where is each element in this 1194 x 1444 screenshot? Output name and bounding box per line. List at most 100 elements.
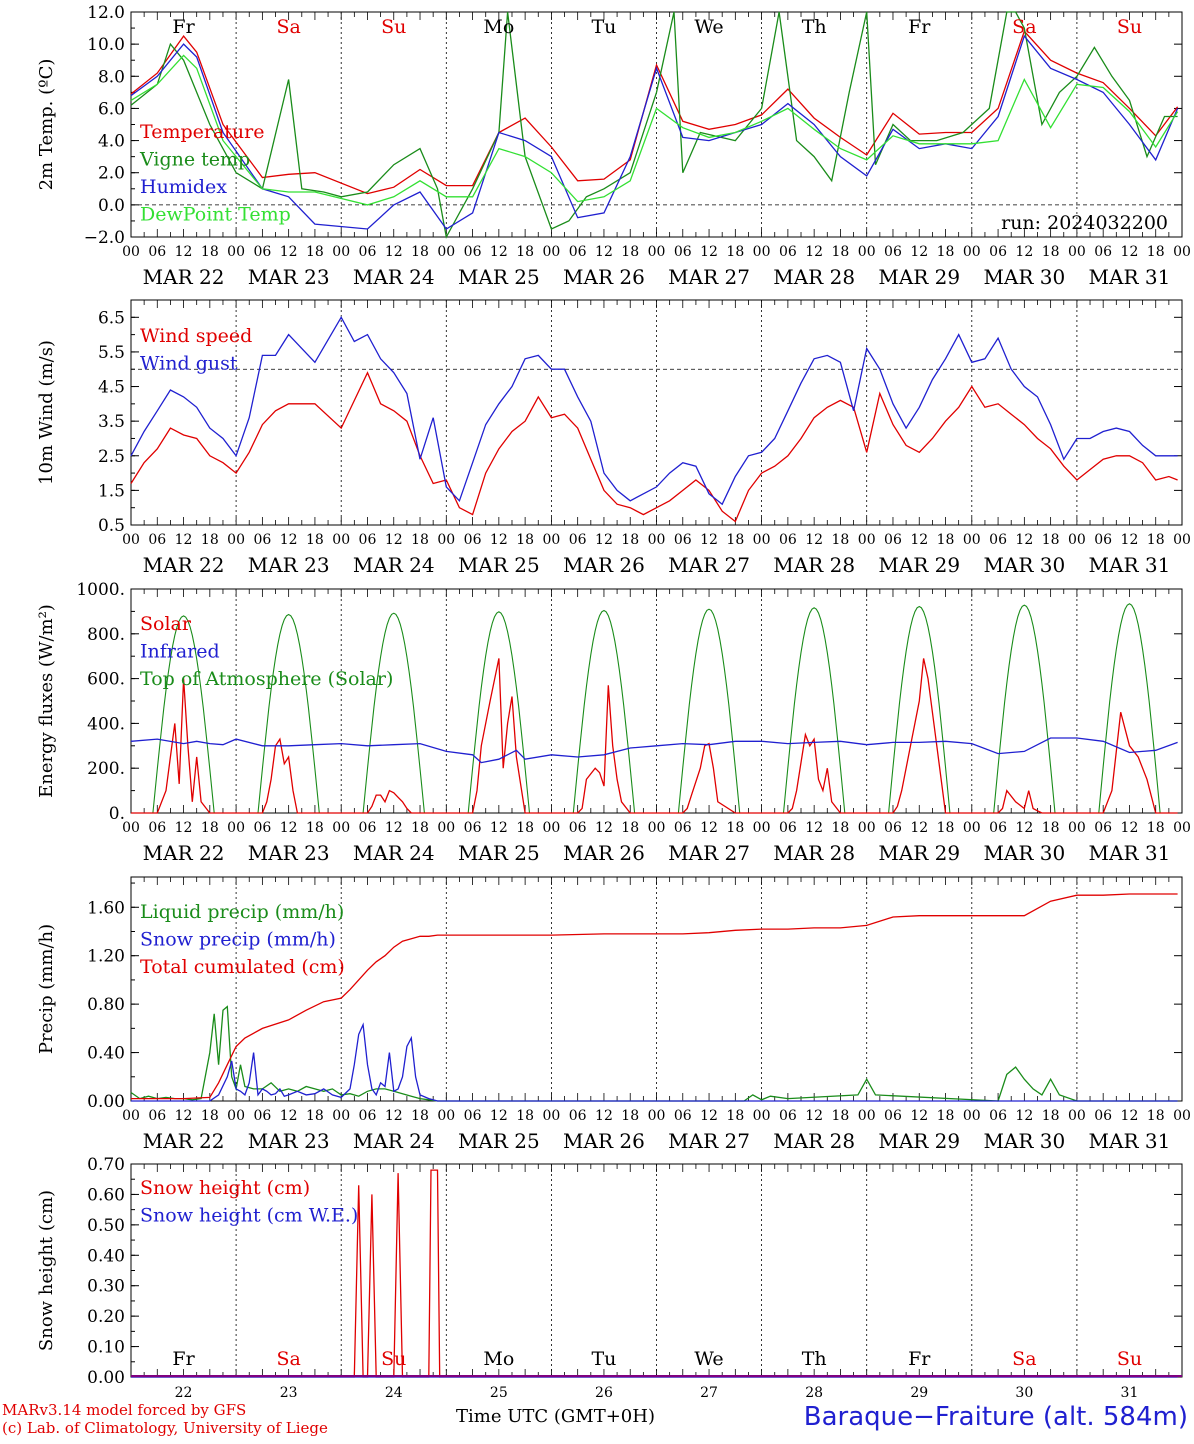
weekday-label: Sa [1012, 16, 1036, 38]
hour-tick-label: 12 [490, 820, 508, 836]
y-tick-label: 6.0 [98, 99, 125, 119]
series-line [131, 893, 1178, 1100]
date-label: MAR 23 [248, 265, 330, 289]
y-tick-label: 800. [87, 625, 125, 645]
hour-tick-label: 12 [1015, 820, 1033, 836]
hour-tick-label: 18 [1147, 244, 1165, 260]
hour-tick-label: 00 [332, 1108, 350, 1124]
hour-tick-label: 00 [858, 1108, 876, 1124]
date-label: MAR 31 [1089, 553, 1171, 577]
hour-tick-label: 00 [753, 1108, 771, 1124]
weekday-label: Su [381, 1348, 406, 1370]
series-line [131, 1169, 1178, 1378]
date-label: MAR 28 [773, 1129, 855, 1153]
y-tick-label: 1.5 [98, 481, 125, 501]
day-number-label: 28 [805, 1385, 823, 1401]
hour-tick-label: 06 [779, 532, 797, 548]
hour-tick-label: 18 [1147, 1108, 1165, 1124]
weekday-label: Tu [591, 16, 616, 38]
hour-tick-label: 18 [937, 1108, 955, 1124]
hour-tick-label: 00 [648, 820, 666, 836]
hour-tick-label: 18 [1042, 820, 1060, 836]
weekday-label: Su [1117, 1348, 1142, 1370]
hour-tick-label: 06 [253, 1108, 271, 1124]
hour-tick-label: 18 [937, 820, 955, 836]
weekday-label: Fr [908, 16, 931, 38]
y-tick-label: 0. [109, 804, 125, 824]
hour-tick-label: 12 [1121, 244, 1139, 260]
hour-tick-label: 06 [884, 1108, 902, 1124]
date-label: MAR 22 [143, 265, 225, 289]
series-line [130, 737, 1178, 764]
hour-tick-label: 18 [937, 244, 955, 260]
day-number-label: 25 [490, 1385, 508, 1401]
date-label: MAR 28 [773, 553, 855, 577]
y-axis-title: Precip (mm/h) [36, 924, 57, 1054]
legend-entry: Solar [140, 613, 192, 635]
hour-tick-label: 00 [437, 820, 455, 836]
date-label: MAR 29 [878, 265, 960, 289]
weekday-label: Fr [172, 16, 195, 38]
y-tick-label: 3.5 [98, 412, 125, 432]
hour-tick-label: 18 [621, 244, 639, 260]
date-label: MAR 29 [878, 1129, 960, 1153]
y-axis-title: 10m Wind (m/s) [36, 340, 57, 485]
series-line-toa-solar [1098, 603, 1161, 814]
hour-tick-label: 06 [674, 820, 692, 836]
hour-tick-label: 00 [122, 1108, 140, 1124]
day-number-label: 26 [595, 1385, 613, 1401]
series-line [130, 1005, 1178, 1102]
weekday-label: Su [1117, 16, 1142, 38]
date-label: MAR 27 [668, 265, 750, 289]
legend-entry: Infrared [140, 641, 220, 663]
hour-tick-label: 12 [700, 820, 718, 836]
chart-panel-5 [130, 1163, 1183, 1378]
date-label: MAR 24 [353, 1129, 435, 1153]
weekday-label: Mo [483, 1348, 514, 1370]
chart-panel-2 [130, 299, 1183, 526]
hour-tick-label: 00 [332, 532, 350, 548]
lab-credit: (c) Lab. of Climatology, University of L… [2, 1419, 328, 1437]
y-tick-label: 0.60 [87, 1185, 125, 1205]
hour-tick-label: 18 [201, 532, 219, 548]
y-tick-label: 0.50 [87, 1216, 125, 1236]
hour-tick-label: 06 [779, 1108, 797, 1124]
date-label: MAR 24 [353, 265, 435, 289]
series-line-toa-solar [257, 613, 320, 814]
series-line-toa-solar [467, 611, 531, 814]
weekday-label: Fr [172, 1348, 195, 1370]
y-tick-label: 6.5 [98, 308, 125, 328]
hour-tick-label: 18 [832, 820, 850, 836]
hour-tick-label: 06 [359, 1108, 377, 1124]
hour-tick-label: 18 [411, 820, 429, 836]
hour-tick-label: 12 [595, 820, 613, 836]
y-tick-label: 0.20 [87, 1307, 125, 1327]
series-line-toa-solar [152, 615, 215, 814]
hour-tick-label: 12 [805, 532, 823, 548]
hour-tick-label: 00 [122, 820, 140, 836]
hour-tick-label: 12 [700, 1108, 718, 1124]
date-label: MAR 30 [983, 553, 1065, 577]
model-credit: MARv3.14 model forced by GFS [2, 1401, 247, 1419]
hour-tick-label: 18 [832, 1108, 850, 1124]
hour-tick-label: 12 [1015, 244, 1033, 260]
hour-tick-label: 06 [148, 532, 166, 548]
series-line-toa-solar [782, 607, 846, 814]
hour-tick-label: 12 [910, 820, 928, 836]
date-label: MAR 23 [248, 841, 330, 865]
hour-tick-label: 00 [1068, 820, 1086, 836]
series-line [130, 315, 1178, 506]
hour-tick-label: 18 [201, 1108, 219, 1124]
hour-tick-label: 00 [542, 244, 560, 260]
weekday-label: Th [802, 1348, 827, 1370]
hour-tick-label: 00 [648, 1108, 666, 1124]
y-tick-label: 1000. [76, 580, 125, 600]
hour-tick-label: 18 [1147, 820, 1165, 836]
hour-tick-label: 06 [148, 820, 166, 836]
legend-entry: Wind gust [140, 353, 238, 375]
y-tick-label: 1.20 [87, 947, 125, 967]
hour-tick-label: 18 [1042, 244, 1060, 260]
hour-tick-label: 06 [569, 532, 587, 548]
run-label: run: 2024032200 [1001, 212, 1168, 234]
weekday-label: Sa [1012, 1348, 1036, 1370]
